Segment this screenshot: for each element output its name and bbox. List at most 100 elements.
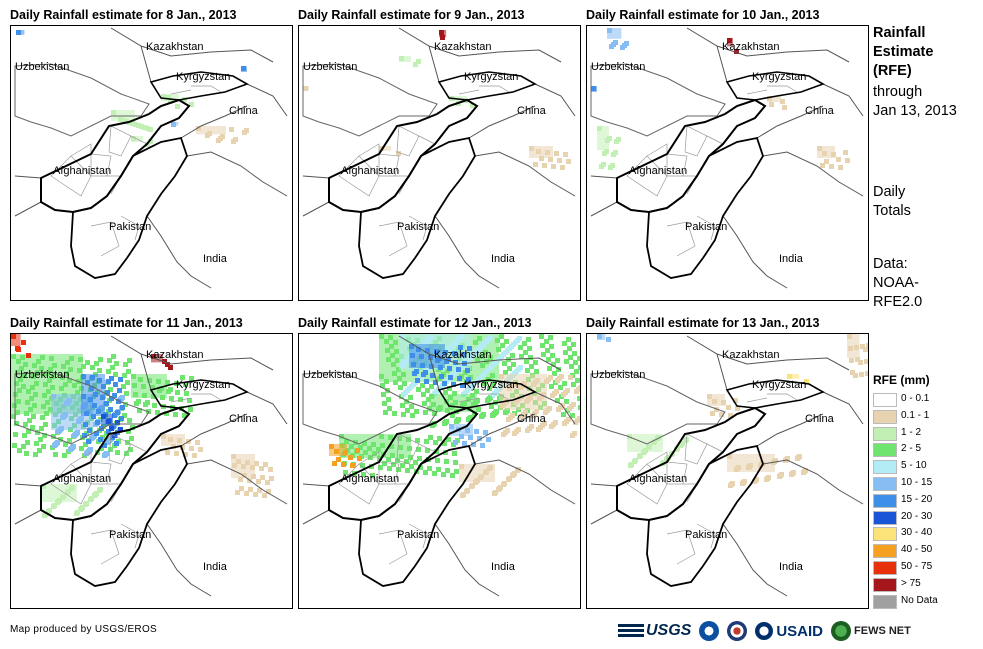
rainfall-cell: [518, 345, 523, 350]
rainfall-cell: [452, 391, 457, 396]
country-border: [716, 45, 728, 83]
rainfall-cell: [168, 365, 173, 370]
rainfall-cell: [866, 343, 868, 348]
rainfall-cell: [629, 462, 634, 467]
country-border: [246, 391, 288, 425]
rainfall-cell: [557, 158, 562, 163]
province-boundary: [746, 89, 768, 95]
rainfall-cell: [471, 382, 476, 387]
legend-swatch: [873, 577, 897, 592]
kyrgyzstan-outline: [437, 71, 537, 101]
rainfall-cell: [429, 384, 434, 389]
pakistan-outline: [70, 444, 188, 587]
country-label-uzbekistan: Uzbekistan: [303, 61, 357, 73]
rainfall-area: [11, 334, 21, 346]
province-boundary: [767, 393, 798, 401]
rainfall-cell: [12, 443, 17, 448]
rainfall-area: [196, 126, 226, 135]
rainfall-area: [101, 414, 113, 426]
sidebar-data-label: Data:: [873, 256, 908, 272]
rainfall-cell: [67, 438, 72, 443]
rainfall-cell: [493, 410, 498, 415]
rainfall-cell: [137, 408, 142, 413]
rainfall-area: [529, 146, 553, 158]
rainfall-cell: [558, 385, 563, 390]
rainfall-cell: [541, 352, 546, 357]
rainfall-area: [727, 38, 733, 47]
rainfall-area: [817, 146, 835, 158]
rainfall-cell: [387, 406, 392, 411]
rainfall-cell: [402, 381, 407, 386]
rainfall-cell: [11, 414, 16, 419]
country-label-afghanistan: Afghanistan: [53, 473, 111, 485]
rainfall-cell: [127, 358, 132, 363]
rainfall-cell: [547, 406, 552, 411]
legend-label: 50 - 75: [901, 560, 933, 572]
rainfall-cell: [408, 395, 413, 400]
country-border: [302, 509, 330, 525]
rainfall-cell: [108, 447, 113, 452]
rainfall-cell: [259, 466, 264, 471]
legend-label: 10 - 15: [901, 476, 933, 488]
rainfall-cell: [533, 360, 538, 365]
sidebar-data-source-1: NOAA-: [873, 275, 919, 291]
country-border: [246, 83, 288, 117]
country-label-afghanistan: Afghanistan: [629, 473, 687, 485]
rainfall-cell: [89, 436, 94, 441]
pakistan-outline: [70, 136, 188, 279]
rainfall-cell: [487, 396, 492, 401]
rainfall-cell: [192, 453, 197, 458]
country-border: [186, 151, 288, 197]
rainfall-cell: [145, 126, 150, 131]
rainfall-cell: [348, 455, 353, 460]
rainfall-area: [591, 86, 597, 92]
rainfall-area: [499, 374, 547, 410]
country-border: [534, 83, 576, 117]
rainfall-cell: [248, 487, 253, 492]
rainfall-cell: [350, 463, 355, 468]
rainfall-cell: [43, 512, 48, 517]
rainfall-cell: [104, 401, 109, 406]
rainfall-cell: [83, 422, 88, 427]
country-label-kazakhstan: Kazakhstan: [722, 41, 779, 53]
sidebar-date: Jan 13, 2013: [873, 103, 957, 119]
rainfall-cell: [268, 467, 273, 472]
rainfall-cell: [113, 382, 118, 387]
province-boundary: [706, 443, 724, 453]
rainfall-area: [231, 454, 255, 478]
rainfall-cell: [554, 389, 559, 394]
province-boundary: [458, 397, 480, 403]
country-border: [686, 27, 850, 63]
rainfall-cell: [126, 429, 131, 434]
province-boundary: [666, 221, 696, 257]
rainfall-cell: [452, 451, 457, 456]
rainfall-cell: [53, 452, 58, 457]
province-boundary: [70, 451, 92, 465]
rainfall-map: Kazakhstan Uzbekistan Kyrgyzstan China Afgha…: [586, 25, 869, 301]
rainfall-cell: [860, 344, 865, 349]
rainfall-cell: [94, 361, 99, 366]
country-border: [468, 105, 536, 139]
usgs-mark-icon: [618, 624, 644, 638]
rainfall-cell: [175, 104, 180, 109]
rainfall-cell: [577, 416, 580, 421]
rainfall-cell: [148, 139, 153, 144]
rainfall-cell: [442, 381, 447, 386]
rainfall-cell: [554, 151, 559, 156]
country-border: [590, 201, 618, 217]
pakistan-outline: [358, 136, 476, 279]
rainfall-cell: [845, 158, 850, 163]
rainfall-cell: [143, 402, 148, 407]
rainfall-cell: [578, 385, 580, 390]
rainfall-cell: [391, 462, 396, 467]
country-label-china: China: [805, 413, 835, 425]
rainfall-cell: [109, 396, 114, 401]
panel-title: Daily Rainfall estimate for 13 Jan., 201…: [586, 316, 820, 330]
rainfall-cell: [564, 359, 569, 364]
country-border: [762, 459, 864, 505]
rainfall-cell: [452, 351, 457, 356]
province-boundary: [767, 85, 798, 93]
country-border: [398, 27, 562, 63]
rainfall-cell: [433, 380, 438, 385]
rainfall-cell: [47, 508, 52, 513]
